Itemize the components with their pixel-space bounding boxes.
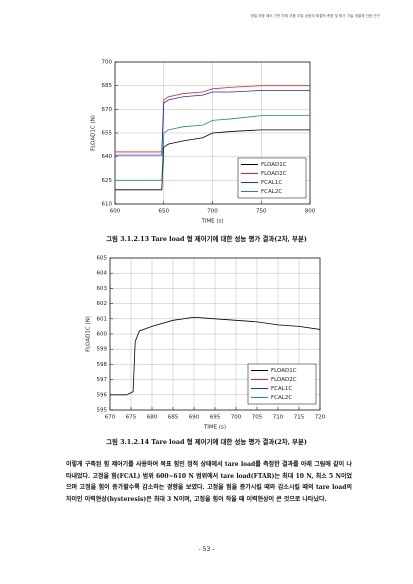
y-tick-label: 655 bbox=[102, 131, 113, 137]
legend-label: FCAL1C bbox=[261, 180, 282, 186]
y-tick-label: 670 bbox=[102, 107, 113, 113]
x-tick-label: 650 bbox=[159, 209, 170, 215]
y-tick-label: 604 bbox=[97, 271, 108, 277]
x-tick-label: 710 bbox=[273, 415, 284, 421]
legend-label: FLOAD2C bbox=[271, 377, 297, 383]
y-axis-label: FLOAD1C (N) bbox=[91, 115, 97, 151]
x-tick-label: 675 bbox=[126, 415, 137, 421]
y-tick-label: 595 bbox=[97, 408, 108, 414]
page-number: - 53 - bbox=[198, 546, 215, 553]
data-line bbox=[115, 90, 310, 156]
data-line bbox=[115, 129, 310, 191]
x-axis-label: TIME (s) bbox=[200, 219, 223, 225]
y-tick-label: 600 bbox=[97, 332, 108, 338]
x-tick-label: 700 bbox=[207, 209, 218, 215]
figure-caption: 그림 3.1.2.14 Tare load 형 제어기에 대한 성능 평가 결과… bbox=[106, 438, 307, 446]
plot-frame bbox=[114, 61, 311, 205]
y-tick-label: 596 bbox=[97, 392, 108, 398]
y-tick-label: 625 bbox=[102, 178, 113, 184]
legend-label: FLOAD2C bbox=[261, 171, 287, 177]
y-tick-label: 605 bbox=[97, 256, 108, 262]
data-line bbox=[110, 316, 321, 396]
x-tick-label: 685 bbox=[168, 415, 179, 421]
plot-frame bbox=[109, 257, 321, 411]
y-tick-label: 610 bbox=[102, 202, 113, 208]
x-tick-label: 695 bbox=[210, 415, 221, 421]
x-tick-label: 800 bbox=[305, 209, 316, 215]
legend-label: FLOAD1C bbox=[271, 368, 297, 374]
x-tick-label: 680 bbox=[147, 415, 158, 421]
chart: 610 625 640 655 670 685 700 600 650 700 750 800 TIME… bbox=[91, 60, 316, 225]
chart: 595 596 597 598 599 600 601 602 603 604 605 670 675 6… bbox=[86, 256, 326, 431]
x-tick-label: 705 bbox=[252, 415, 263, 421]
x-tick-label: 670 bbox=[105, 415, 116, 421]
x-tick-label: 700 bbox=[231, 415, 242, 421]
x-tick-label: 690 bbox=[189, 415, 200, 421]
y-tick-label: 597 bbox=[97, 377, 108, 383]
x-tick-label: 720 bbox=[315, 415, 326, 421]
y-tick-label: 700 bbox=[102, 60, 113, 66]
body-paragraph: 이렇게 구축된 힘 제어기를 사용하여 목표 힘인 정적 상태에서 tare l… bbox=[66, 461, 352, 503]
y-tick-label: 602 bbox=[97, 301, 108, 307]
y-tick-label: 603 bbox=[97, 286, 108, 292]
running-header: 정밀 하중 제어 기반 차체 부품 조립 공정의 체결력 측정 및 평가 기술 … bbox=[250, 14, 380, 18]
legend-label: FCAL1C bbox=[271, 386, 292, 392]
y-tick-label: 601 bbox=[97, 316, 108, 322]
y-tick-label: 599 bbox=[97, 347, 108, 353]
y-axis-label: FLOAD1C (N) bbox=[86, 316, 92, 352]
y-tick-label: 598 bbox=[97, 362, 108, 368]
x-tick-label: 750 bbox=[256, 209, 267, 215]
y-tick-label: 685 bbox=[102, 83, 113, 89]
legend-label: FCAL2C bbox=[271, 395, 292, 401]
x-tick-label: 600 bbox=[110, 209, 121, 215]
y-tick-label: 640 bbox=[102, 154, 113, 160]
x-axis-label: TIME (s) bbox=[203, 425, 226, 431]
data-line bbox=[115, 115, 310, 181]
legend-label: FCAL2C bbox=[261, 189, 282, 195]
figure-caption: 그림 3.1.2.13 Tare load 형 제어기에 대한 성능 평가 결과… bbox=[106, 235, 307, 243]
legend-label: FLOAD1C bbox=[261, 162, 287, 168]
x-tick-label: 715 bbox=[294, 415, 305, 421]
